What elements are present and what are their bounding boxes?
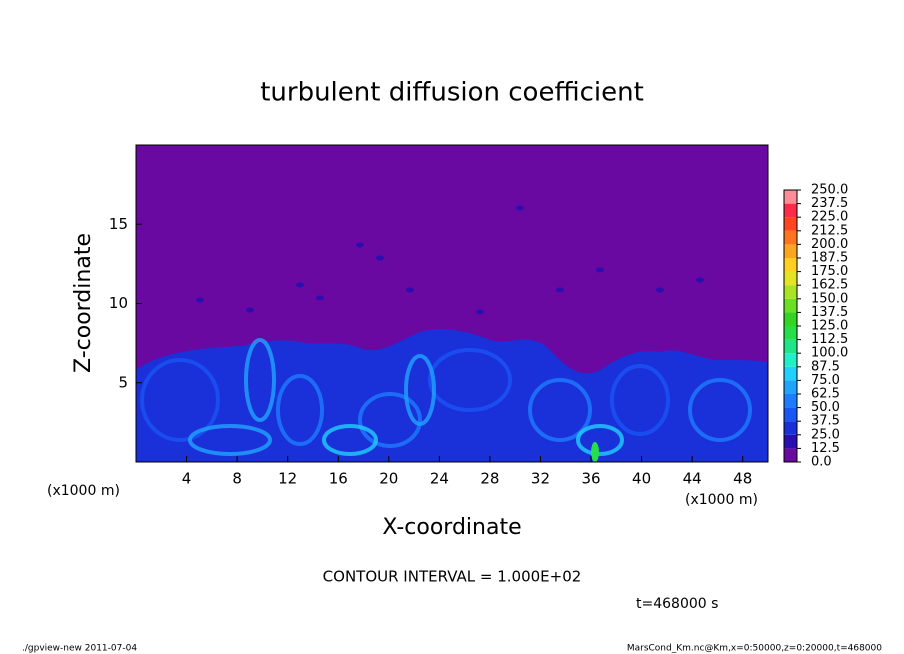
field-blob <box>296 282 304 288</box>
colorbar-label: 250.0 <box>811 183 848 198</box>
field-swirl <box>358 392 422 448</box>
x-tick-label: 12 <box>278 470 297 488</box>
field-swirl <box>276 374 324 446</box>
x-tick-label: 32 <box>531 470 550 488</box>
x-tick-label: 24 <box>430 470 449 488</box>
x-axis-label: X-coordinate <box>382 515 521 540</box>
colorbar-label: 50.0 <box>811 400 840 415</box>
field-swirl <box>404 354 436 426</box>
field-blob <box>556 287 564 293</box>
colorbar-band <box>784 217 797 231</box>
field-blob <box>406 287 414 293</box>
field-swirl <box>188 424 272 456</box>
x-tick-label: 28 <box>480 470 499 488</box>
field-blob <box>316 295 324 301</box>
footer-right: MarsCond_Km.nc@Km,x=0:50000,z=0:20000,t=… <box>627 644 882 654</box>
x-tick-label: 16 <box>329 470 348 488</box>
colorbar-label: 187.5 <box>811 251 848 266</box>
colorbar-label: 25.0 <box>811 427 840 442</box>
colorbar-band <box>784 258 797 272</box>
colorbar-band <box>784 326 797 340</box>
colorbar-label: 12.5 <box>811 441 840 456</box>
chart-title: turbulent diffusion coefficient <box>260 78 644 108</box>
x-tick-label: 8 <box>232 470 242 488</box>
contour-interval: CONTOUR INTERVAL = 1.000E+02 <box>323 568 582 586</box>
y-tick-label: 10 <box>109 294 128 312</box>
colorbar-label: 200.0 <box>811 237 848 252</box>
x-tick-label: 44 <box>683 470 702 488</box>
y-tick-label: 5 <box>118 373 128 391</box>
colorbar-label: 150.0 <box>811 291 848 306</box>
y-tick-label: 15 <box>109 215 128 233</box>
field-swirl <box>528 378 592 442</box>
field-blob <box>376 255 384 261</box>
x-unit-label: (x1000 m) <box>685 492 758 508</box>
x-tick-label: 36 <box>581 470 600 488</box>
colorbar-label: 212.5 <box>811 223 848 238</box>
colorbar-band <box>784 394 797 408</box>
field-blob <box>696 277 704 283</box>
time-label: t=468000 s <box>636 596 718 612</box>
field-swirl <box>610 364 670 436</box>
colorbar-band <box>784 339 797 354</box>
field-blob <box>196 297 204 303</box>
colorbar-band <box>784 407 797 422</box>
y-axis-label: Z-coordinate <box>71 233 96 373</box>
field-swirl <box>140 358 220 442</box>
colorbar-band <box>784 353 797 367</box>
colorbar-label: 125.0 <box>811 319 848 334</box>
colorbar-label: 237.5 <box>811 196 848 211</box>
x-tick-label: 40 <box>632 470 651 488</box>
field-blob <box>516 205 524 211</box>
colorbar-band <box>784 203 797 218</box>
colorbar-label: 225.0 <box>811 210 848 225</box>
field-swirl <box>244 338 276 422</box>
colorbar-label: 162.5 <box>811 278 848 293</box>
field <box>136 145 768 462</box>
field-blob <box>356 242 364 248</box>
colorbar-band <box>784 380 797 394</box>
colorbar-label: 137.5 <box>811 305 848 320</box>
colorbar-label: 175.0 <box>811 264 848 279</box>
colorbar-label: 87.5 <box>811 359 840 374</box>
colorbar-band <box>784 366 797 381</box>
field-swirl <box>576 424 624 456</box>
colorbar-label: 112.5 <box>811 332 848 347</box>
colorbar-label: 37.5 <box>811 414 840 429</box>
field-swirl <box>688 378 752 442</box>
field-blob <box>596 267 604 273</box>
field-blob <box>656 287 664 293</box>
field-blob <box>246 307 254 313</box>
colorbar-band <box>784 190 797 204</box>
colorbar-band <box>784 298 797 313</box>
field-swirl <box>322 424 378 456</box>
field-spot <box>591 442 599 462</box>
x-tick-label: 20 <box>379 470 398 488</box>
colorbar-band <box>784 285 797 299</box>
colorbar-band <box>784 421 797 435</box>
footer-left: ./gpview-new 2011-07-04 <box>22 644 137 654</box>
y-unit-label: (x1000 m) <box>47 483 120 499</box>
colorbar-label: 75.0 <box>811 373 840 388</box>
colorbar-band <box>784 448 797 462</box>
colorbar-band <box>784 244 797 258</box>
colorbar-band <box>784 271 797 286</box>
colorbar-label: 100.0 <box>811 346 848 361</box>
x-tick-label: 48 <box>733 470 752 488</box>
x-tick-label: 4 <box>182 470 192 488</box>
colorbar-band <box>784 434 797 449</box>
colorbar-band <box>784 230 797 245</box>
field-blob <box>476 309 484 315</box>
colorbar-label: 62.5 <box>811 387 840 402</box>
colorbar-band <box>784 312 797 326</box>
field-swirl <box>428 348 512 412</box>
colorbar-label: 0.0 <box>811 455 832 470</box>
